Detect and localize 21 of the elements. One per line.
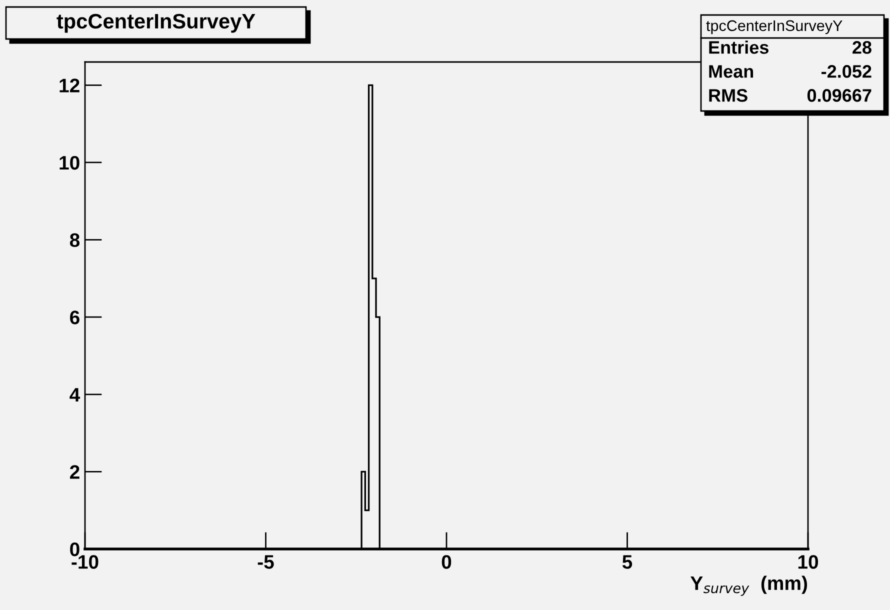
y-tick-label: 10 bbox=[60, 156, 80, 170]
text: Entries bbox=[709, 40, 768, 54]
x-axis-title: Y$_{survey}$ (mm) bbox=[690, 576, 808, 596]
y-tick-label: 4 bbox=[70, 388, 80, 402]
chart-title: tpcCenterInSurveyY bbox=[56, 14, 256, 33]
annotation: Mean bbox=[709, 65, 754, 78]
x-tick-label: -5 bbox=[258, 555, 274, 569]
x-tick-label: 0 bbox=[442, 555, 452, 569]
y-tick-label: 0 bbox=[70, 542, 80, 556]
y-tick-label: 6 bbox=[70, 310, 80, 324]
x-tick-label: 10 bbox=[798, 555, 818, 569]
x-tick-label: 5 bbox=[622, 555, 632, 569]
y-tick-label: 8 bbox=[70, 233, 80, 248]
text: tpcCenterInSurveyY bbox=[706, 20, 842, 34]
text: -2.052 bbox=[822, 65, 872, 78]
y-tick-label: 2 bbox=[70, 465, 80, 479]
x-tick-label: -10 bbox=[72, 555, 98, 569]
annotation: RMS bbox=[709, 89, 748, 102]
y-tick-label: 12 bbox=[60, 78, 80, 92]
text: 28 bbox=[852, 41, 872, 54]
annotation: 0.09667 bbox=[807, 89, 872, 102]
